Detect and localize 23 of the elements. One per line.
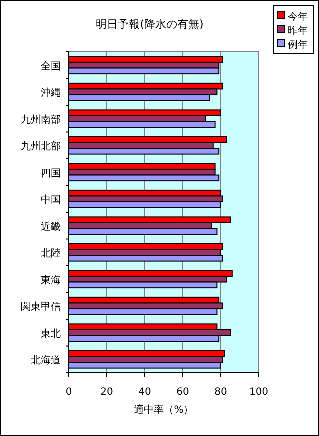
y-tick-label: 九州北部 [21, 140, 61, 153]
y-tick-label: 中国 [41, 194, 61, 206]
x-tick-label: 20 [100, 387, 114, 398]
x-tick-label: 0 [66, 387, 72, 398]
legend-label: 例年 [288, 39, 308, 51]
x-tick-label: 100 [249, 387, 269, 398]
x-axis-title: 適中率（%） [134, 404, 194, 416]
y-tick-label: 北海道 [31, 354, 61, 367]
y-tick-label: 東海 [41, 274, 61, 286]
chart-title: 明日予報(降水の有無) [96, 18, 204, 31]
y-tick-label: 東北 [41, 328, 61, 340]
legend-label: 今年 [288, 11, 308, 23]
legend-label: 昨年 [288, 25, 308, 37]
y-tick-label: 四国 [41, 168, 61, 180]
x-tick-label: 80 [214, 387, 228, 398]
y-tick-label: 近畿 [41, 220, 61, 233]
y-tick-label: 沖縄 [41, 87, 61, 100]
y-tick-label: 関東甲信 [21, 301, 61, 314]
y-tick-label: 九州南部 [21, 114, 61, 126]
x-tick-label: 60 [176, 387, 190, 398]
y-tick-label: 全国 [41, 60, 61, 72]
x-tick-label: 40 [138, 387, 152, 398]
y-tick-label: 北陸 [41, 248, 61, 260]
